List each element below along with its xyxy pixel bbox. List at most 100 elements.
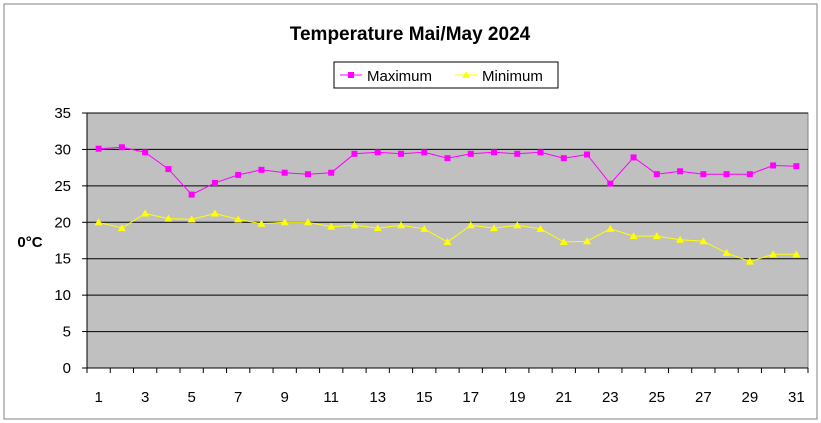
data-point-minimum (187, 215, 196, 223)
data-point-maximum (444, 155, 451, 162)
data-point-maximum (677, 168, 684, 175)
data-point-minimum (792, 250, 801, 258)
data-point-minimum (490, 224, 499, 232)
data-point-minimum (373, 224, 382, 232)
data-point-minimum (396, 221, 405, 229)
data-point-minimum (303, 218, 312, 226)
data-point-minimum (94, 218, 103, 226)
x-tick-label: 11 (323, 389, 339, 406)
data-point-maximum (281, 169, 288, 176)
x-tick-label: 27 (695, 389, 712, 406)
legend-minimum-label: Minimum (482, 68, 543, 85)
data-point-minimum (117, 224, 126, 232)
data-point-maximum (630, 154, 637, 161)
chart-title: Temperature Mai/May 2024 (290, 24, 531, 45)
y-tick-label: 0 (63, 360, 71, 377)
legend-maximum-label: Maximum (367, 68, 432, 85)
series-group (94, 144, 801, 265)
data-point-minimum (466, 221, 475, 229)
data-point-maximum (304, 171, 311, 178)
data-point-minimum (327, 222, 336, 230)
x-tick-label: 5 (187, 389, 195, 406)
legend: Maximum Minimum (333, 61, 559, 89)
y-axis-ticks: 0 5 10 15 20 25 30 35 (54, 105, 88, 377)
y-axis-label: 0°C (17, 234, 42, 251)
data-point-maximum (188, 191, 195, 198)
data-point-minimum (210, 209, 219, 217)
data-point-minimum (676, 235, 685, 243)
data-point-maximum (514, 150, 521, 157)
data-point-maximum (374, 149, 381, 156)
data-point-maximum (491, 149, 498, 156)
data-point-minimum (699, 237, 708, 245)
data-point-maximum (397, 150, 404, 157)
data-point-minimum (443, 237, 452, 245)
x-tick-label: 7 (234, 389, 242, 406)
legend-box (333, 61, 559, 89)
data-point-minimum (769, 250, 778, 258)
data-point-maximum (467, 150, 474, 157)
data-point-maximum (165, 166, 172, 173)
data-point-maximum (723, 171, 730, 178)
data-point-maximum (211, 179, 218, 186)
x-tick-label: 13 (369, 389, 386, 406)
data-point-maximum (421, 149, 428, 156)
y-tick-label: 25 (54, 178, 71, 195)
grid-lines (87, 112, 808, 333)
x-tick-label: 31 (788, 389, 805, 406)
data-point-maximum (118, 144, 125, 151)
data-point-minimum (722, 248, 731, 256)
x-tick-label: 23 (602, 389, 619, 406)
x-tick-label: 21 (555, 389, 572, 406)
data-point-maximum (258, 166, 265, 173)
data-point-minimum (234, 215, 243, 223)
data-point-minimum (536, 224, 545, 232)
y-tick-label: 10 (54, 287, 71, 304)
data-point-minimum (559, 237, 568, 245)
data-point-maximum (584, 151, 591, 158)
x-tick-label: 3 (141, 389, 149, 406)
data-point-maximum (328, 169, 335, 176)
data-point-maximum (793, 163, 800, 170)
y-tick-label: 30 (54, 141, 71, 158)
x-tick-label: 1 (94, 389, 102, 406)
data-point-maximum (235, 171, 242, 178)
data-point-maximum (142, 149, 149, 156)
legend-maximum-marker (348, 72, 354, 78)
x-tick-label: 17 (462, 389, 479, 406)
data-point-minimum (257, 219, 266, 227)
data-point-maximum (351, 150, 358, 157)
x-axis-ticks: 1 3 5 7 9 11 13 15 17 19 21 23 25 27 29 31 (86, 367, 809, 406)
data-point-maximum (770, 162, 777, 169)
data-point-maximum (537, 149, 544, 156)
data-point-maximum (700, 171, 707, 178)
data-point-minimum (420, 224, 429, 232)
y-tick-label: 20 (54, 214, 71, 231)
data-point-minimum (513, 221, 522, 229)
data-point-minimum (141, 209, 150, 217)
data-point-minimum (629, 232, 638, 240)
data-point-maximum (560, 155, 567, 162)
legend-minimum-marker (462, 71, 470, 78)
data-point-minimum (652, 232, 661, 240)
x-tick-label: 15 (416, 389, 433, 406)
data-point-maximum (95, 145, 102, 152)
y-tick-label: 35 (54, 105, 71, 122)
x-tick-label: 9 (281, 389, 289, 406)
data-point-minimum (583, 237, 592, 245)
x-tick-label: 19 (509, 389, 526, 406)
data-point-maximum (653, 171, 660, 178)
y-tick-label: 15 (54, 251, 71, 268)
x-tick-label: 29 (742, 389, 759, 406)
data-point-minimum (280, 218, 289, 226)
y-tick-label: 5 (63, 324, 71, 341)
data-point-minimum (164, 214, 173, 222)
data-point-minimum (745, 257, 754, 265)
data-point-maximum (607, 180, 614, 187)
data-point-maximum (746, 171, 753, 178)
data-point-minimum (350, 221, 359, 229)
x-tick-label: 25 (648, 389, 665, 406)
data-point-minimum (606, 224, 615, 232)
